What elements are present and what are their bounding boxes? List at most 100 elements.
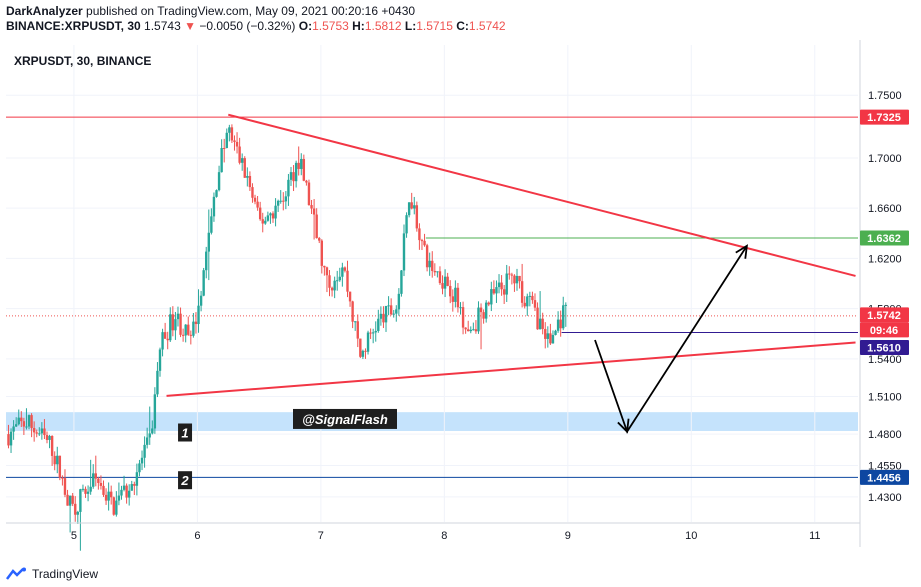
candle-body [71,495,74,504]
symbol-line: BINANCE:XRPUSDT, 30 1.5743 ▼ −0.0050 (−0… [6,19,506,34]
candle-body [287,179,290,197]
candle-body [384,305,388,323]
candle-body [359,338,362,357]
candle-body [395,309,398,314]
tradingview-logo-icon [6,567,26,580]
x-tick-label: 8 [441,530,447,542]
price-tag[interactable] [860,109,909,125]
candle-body [256,201,259,208]
candle-body [50,435,54,456]
x-tick-label: 9 [565,530,571,542]
candle-body [369,332,372,334]
chart-labels-layer: 1 2 @SignalFlash [178,408,397,490]
candle-body [171,314,175,331]
candle-body [66,494,69,506]
candle-body [538,318,542,330]
candle-body [94,473,97,479]
price-tag[interactable] [860,230,909,246]
demand-zone-layer [6,412,858,431]
close-value: 1.5742 [468,19,506,33]
candle-body [215,190,218,197]
candle-body [302,158,306,181]
candle-body [27,415,31,427]
support-zone-rect [6,412,858,431]
candle-body [169,314,172,341]
author-name[interactable]: DarkAnalyzer [6,4,83,18]
candle-body [107,491,110,501]
candle-body [310,205,313,209]
candle-body [56,455,59,465]
y-tick-label: 1.4300 [868,492,902,504]
candle-body [194,321,198,325]
candle-body [523,302,526,307]
candle-body [266,215,270,221]
candle-body [102,485,105,495]
candle-body [148,433,151,438]
candle-body [48,435,51,440]
candle-body [184,324,187,336]
candle-body [223,148,226,150]
candle-body [210,216,213,233]
y-tick-label: 1.7000 [868,153,902,165]
candle-body [138,463,141,473]
price-tag[interactable] [860,307,909,323]
candle-body [45,435,49,440]
candle-body [382,313,385,323]
candle-body [402,233,406,271]
chart-title: XRPUSDT, 30, BINANCE [14,54,151,68]
trendline-lower[interactable] [166,341,856,397]
candle-body [292,172,295,182]
publish-info: published on TradingView.com, May 09, 20… [82,4,416,18]
candle-body [228,127,231,133]
candles-layer [7,124,568,551]
y-tick-label: 1.6200 [868,253,902,265]
candle-body [325,267,329,276]
candle-body [474,329,478,332]
candle-body [379,313,383,319]
candle-body [400,270,403,294]
candle-body [217,172,221,191]
candle-body [459,307,462,309]
footer-brand[interactable]: TradingView [32,567,99,581]
candle-body [120,489,123,496]
candle-body [264,220,267,224]
projection-layer [594,244,748,434]
candle-body [315,214,318,239]
candle-body [443,276,447,289]
candle-body [225,132,228,149]
candle-body [38,433,41,435]
candle-body [86,491,90,494]
projection-path[interactable] [594,245,748,434]
open-label: O: [298,19,313,33]
price-tag[interactable] [860,469,909,485]
candle-body [181,334,185,336]
low-label: L: [404,19,417,33]
candle-body [248,175,252,188]
candle-body [269,213,272,216]
candle-body [472,329,475,331]
candle-body [559,319,562,329]
candle-body [364,350,367,352]
price-tag[interactable] [860,322,909,338]
candle-body [25,426,28,428]
trendline-upper[interactable] [228,113,856,277]
candle-body [341,267,344,277]
horizontal-lines-layer [6,116,858,478]
candle-body [300,158,303,169]
candle-body [346,270,349,292]
price-tag-label: 1.6362 [867,233,901,245]
price-tag[interactable] [860,339,909,355]
x-tick-label: 10 [685,530,697,542]
candle-body [477,307,480,332]
candle-body [145,437,149,445]
candle-body [526,296,529,307]
candle-body [420,240,424,242]
candle-body [528,295,532,297]
candle-body [374,330,377,333]
candle-body [490,289,493,305]
candle-body [564,304,568,306]
candle-body [40,428,44,434]
candle-body [407,202,411,216]
candle-body [318,238,321,241]
